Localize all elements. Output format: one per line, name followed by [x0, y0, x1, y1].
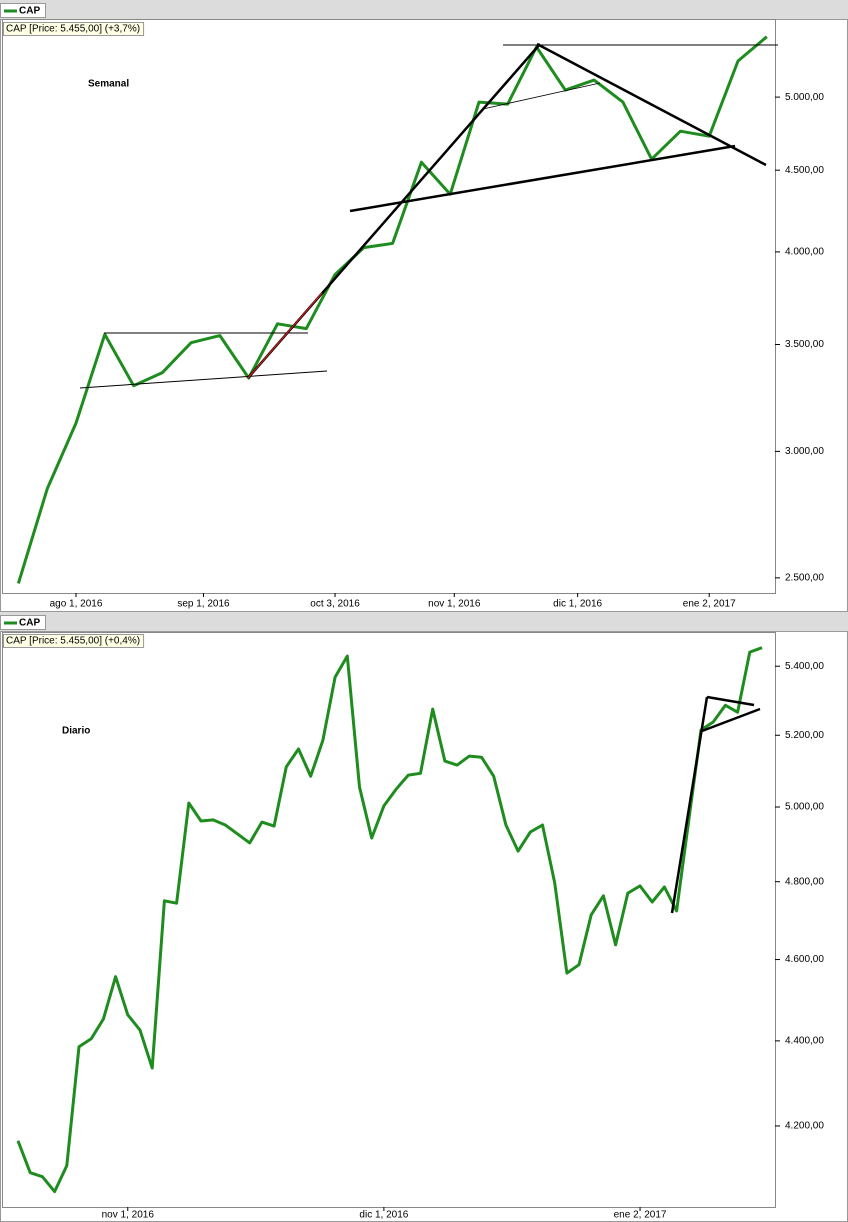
legend-tab — [0, 3, 46, 18]
info-text: CAP [Price: 5.455,00] (+3,7%) — [6, 24, 140, 35]
x-tick-label: sep 1, 2016 — [177, 599, 230, 610]
y-tick-label: 5.200,00 — [785, 730, 824, 741]
trendline — [536, 42, 767, 167]
x-tick-label: dic 1, 2016 — [553, 599, 602, 610]
y-tick-label: 5.000,00 — [785, 802, 824, 813]
trendline — [706, 695, 755, 707]
y-tick-label: 2.500,00 — [785, 572, 824, 583]
panel — [0, 631, 848, 1222]
y-tick-label: 4.600,00 — [785, 954, 824, 965]
x-tick-label: nov 1, 2016 — [102, 1210, 155, 1221]
panel — [0, 19, 848, 612]
x-tick-label: dic 1, 2016 — [359, 1210, 408, 1221]
x-tick-label: ene 2, 2017 — [614, 1210, 667, 1221]
legend-tab — [0, 615, 46, 630]
y-tick-label: 3.500,00 — [785, 339, 824, 350]
trendline — [79, 370, 328, 389]
trendlines — [79, 42, 778, 914]
x-tick-label: ene 2, 2017 — [683, 599, 736, 610]
y-tick-label: 4.200,00 — [785, 1121, 824, 1132]
legend-label: CAP — [19, 6, 40, 17]
x-tick-label: nov 1, 2016 — [428, 599, 481, 610]
y-tick-label: 4.400,00 — [785, 1036, 824, 1047]
panel-label: Diario — [62, 726, 90, 737]
panel-label: Semanal — [88, 79, 129, 90]
series-line — [16, 35, 768, 584]
trendline — [349, 144, 736, 213]
y-tick-label: 5.400,00 — [785, 661, 824, 672]
plot-frame — [2, 19, 776, 594]
y-tick-label: 5.000,00 — [785, 92, 824, 103]
trendline — [482, 82, 601, 110]
y-tick-label: 4.000,00 — [785, 247, 824, 258]
info-box — [3, 634, 145, 648]
y-tick-label: 4.800,00 — [785, 876, 824, 887]
info-box — [3, 22, 145, 36]
x-tick-label: ago 1, 2016 — [50, 599, 103, 610]
series-line — [16, 646, 763, 1194]
trendline — [701, 707, 761, 733]
legend-label: CAP — [19, 618, 40, 629]
plot-frame — [2, 632, 776, 1208]
y-tick-label: 3.000,00 — [785, 446, 824, 457]
x-tick-label: oct 3, 2016 — [310, 599, 360, 610]
trendline — [670, 696, 709, 914]
y-tick-label: 4.500,00 — [785, 165, 824, 176]
trendline — [247, 292, 323, 379]
info-text: CAP [Price: 5.455,00] (+0,4%) — [6, 636, 140, 647]
